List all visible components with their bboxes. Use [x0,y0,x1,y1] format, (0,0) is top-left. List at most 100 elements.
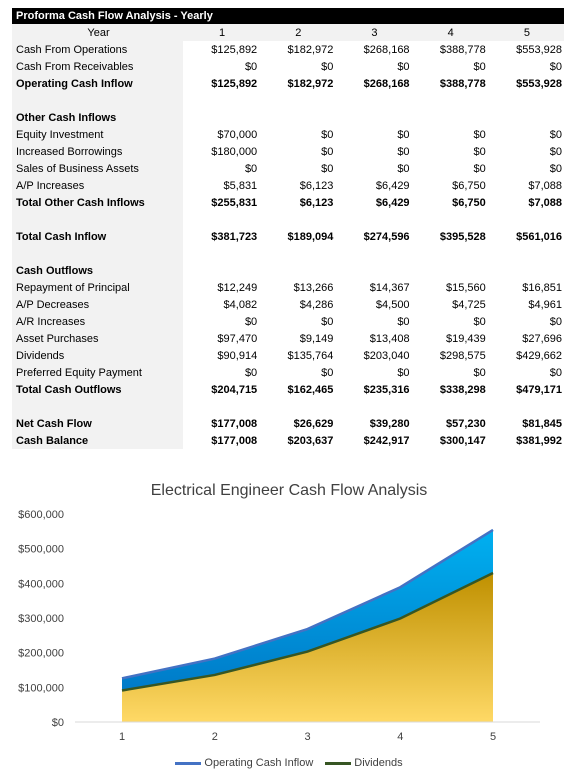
row-value: $553,928 [516,77,562,90]
blank-row [12,245,564,262]
row-label: Other Cash Inflows [12,109,183,126]
row-value [259,92,335,109]
row-value: $203,637 [287,434,334,447]
y-tick-label: $0 [52,717,64,729]
row-label: Cash Balance [12,432,183,449]
year-column-header: 2 [259,24,336,41]
row-label: Sales of Business Assets [12,160,183,177]
row-value [259,262,335,279]
row-value: $27,696 [522,332,562,345]
row-value: $189,094 [287,230,334,243]
row-value: $255,831 [211,196,258,209]
table-row: Repayment of Principal $12,249 $13,266 $14,… [12,279,564,296]
chart-title: Electrical Engineer Cash Flow Analysis [151,482,428,499]
row-label: Increased Borrowings [12,143,183,160]
row-value [259,211,335,228]
row-value [183,262,259,279]
year-column-header: 3 [335,24,412,41]
row-value: $177,008 [211,417,258,430]
row-value: $180,000 [211,145,258,158]
table-row: A/P Decreases $4,082 $4,286 $4,500 $4,725 $4,… [12,296,564,313]
row-value [412,262,488,279]
row-label: A/R Increases [12,313,183,330]
table-row: Preferred Equity Payment $0 $0 $0 $0 $0 [12,364,564,381]
row-value: $0 [549,366,562,379]
row-value: $182,972 [287,77,334,90]
row-value: $0 [397,60,410,73]
legend-item: Dividends [325,757,403,769]
row-value: $0 [244,315,258,328]
row-value [183,398,259,415]
row-value: $6,123 [299,179,334,192]
table-row: Total Other Cash Inflows $255,831 $6,123 $6… [12,194,564,211]
row-value: $0 [321,128,334,141]
table-row: A/P Increases $5,831 $6,123 $6,429 $6,750 $7,… [12,177,564,194]
x-tick-label: 4 [397,731,403,743]
x-tick-label: 2 [212,731,218,743]
row-value: $203,040 [363,349,410,362]
x-tick-label: 1 [119,731,125,743]
sheet-title: Proforma Cash Flow Analysis - Yearly [12,8,564,24]
row-value: $0 [549,145,562,158]
table-row: Equity Investment $70,000 $0 $0 $0 $0 [12,126,564,143]
row-value: $274,596 [363,230,410,243]
row-value: $5,831 [223,179,258,192]
table-row: Sales of Business Assets $0 $0 $0 $0 $0 [12,160,564,177]
year-header-row: Year 1 2 3 4 5 [12,24,564,41]
row-label: A/P Increases [12,177,183,194]
blank-row [12,92,564,109]
series-line-dividends [121,571,494,692]
row-value: $4,725 [452,298,486,311]
table-row: Increased Borrowings $180,000 $0 $0 $0 $0 [12,143,564,160]
row-value: $0 [397,162,410,175]
row-value: $0 [473,366,486,379]
row-label [12,245,183,262]
row-value: $0 [473,128,486,141]
row-value: $0 [397,366,410,379]
row-label: Asset Purchases [12,330,183,347]
row-value [412,398,488,415]
blank-row [12,398,564,415]
row-label: Total Cash Outflows [12,381,183,398]
y-tick-label: $500,000 [18,544,64,556]
legend-label: Operating Cash Inflow [204,757,314,769]
y-tick-label: $600,000 [18,509,64,521]
row-value [183,245,259,262]
area-fill-dividends [122,573,493,722]
row-value [488,398,564,415]
row-value: $242,917 [363,434,410,447]
row-value: $268,168 [363,77,410,90]
y-tick-label: $200,000 [18,648,64,660]
row-value [259,245,335,262]
row-value: $6,750 [452,196,486,209]
row-value: $4,961 [528,298,562,311]
y-tick-label: $300,000 [18,613,64,625]
row-value: $0 [321,162,334,175]
row-value [335,109,411,126]
row-label [12,92,183,109]
row-value: $57,230 [445,417,486,430]
row-value: $0 [244,162,258,175]
x-tick-label: 3 [304,731,310,743]
row-value: $0 [321,60,334,73]
row-value: $0 [321,315,334,328]
row-value [488,92,564,109]
row-value: $388,778 [439,43,486,56]
row-label: Repayment of Principal [12,279,183,296]
row-label: Preferred Equity Payment [12,364,183,381]
row-value: $0 [473,145,486,158]
row-label: A/P Decreases [12,296,183,313]
y-tick-label: $100,000 [18,682,64,694]
table-row: Net Cash Flow $177,008 $26,629 $39,280 $57,2… [12,415,564,432]
row-value: $39,280 [369,417,410,430]
row-value [412,211,488,228]
row-value: $97,470 [217,332,258,345]
table-row: Total Cash Outflows $204,715 $162,465 $235,… [12,381,564,398]
row-value: $0 [321,145,334,158]
cash-flow-chart: Electrical Engineer Cash Flow Analysis $0… [18,482,540,743]
x-tick-label: 5 [490,731,496,743]
row-value: $338,298 [439,383,486,396]
row-value: $162,465 [287,383,334,396]
row-value: $16,851 [522,281,562,294]
legend-swatch [175,761,202,765]
